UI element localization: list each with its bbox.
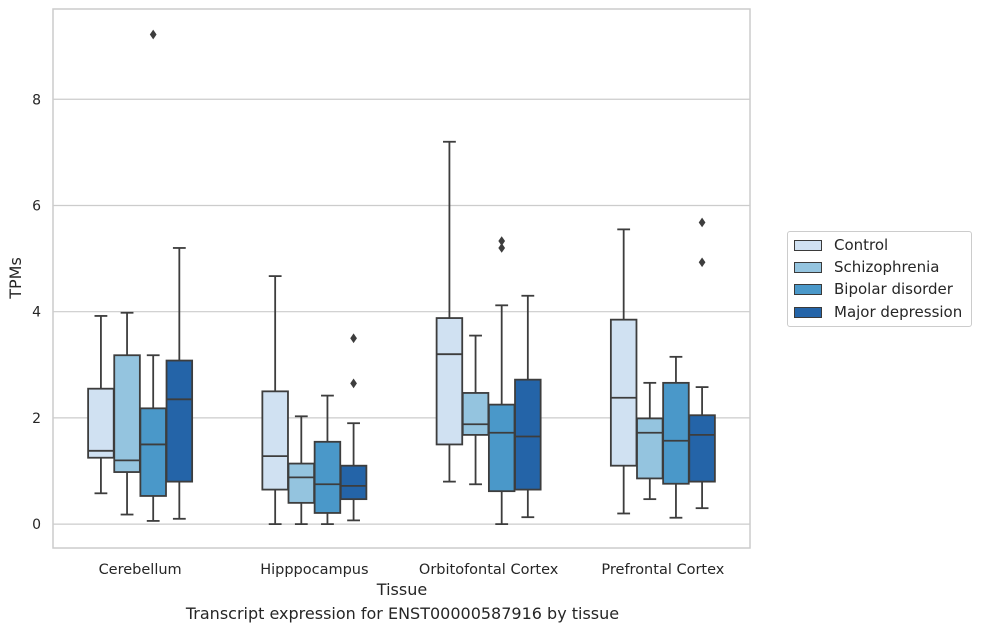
y-tick-label: 0 — [32, 517, 41, 533]
box-outlier — [149, 29, 157, 40]
legend-label-major-depression: Major depression — [834, 303, 963, 321]
legend-label-control: Control — [834, 236, 889, 254]
plot-frame — [52, 8, 751, 549]
box-iqr — [487, 403, 516, 493]
box-iqr — [339, 464, 368, 501]
box-iqr — [609, 318, 638, 467]
legend-swatch-control — [794, 239, 822, 251]
box-iqr — [461, 392, 490, 436]
box-iqr — [688, 414, 716, 483]
box-iqr — [636, 417, 664, 480]
legend-item-bipolar-disorder: Bipolar disorder — [794, 279, 953, 299]
box-outlier — [498, 236, 506, 246]
legend-swatch-major-depression — [794, 306, 822, 318]
x-tick-label: Prefrontal Cortex — [601, 562, 724, 578]
axes: 0 2 4 6 8 Cerebellum Hipppocampus Orbitofontal … — [32, 8, 751, 578]
box-outlier — [350, 378, 357, 389]
box-iqr — [165, 359, 194, 483]
box-plot-series — [87, 29, 716, 526]
box-outlier — [350, 333, 357, 344]
y-tick-label: 6 — [32, 198, 41, 214]
box-outlier — [698, 257, 706, 268]
box-iqr — [87, 387, 115, 459]
box-iqr — [514, 378, 542, 491]
x-tick-label: Cerebellum — [99, 562, 182, 578]
y-axis-label: TPMs — [6, 257, 25, 300]
legend-swatch-bipolar-disorder — [794, 283, 822, 295]
legend: Control Schizophrenia Bipolar disorder M… — [787, 231, 972, 327]
y-tick-label: 4 — [32, 305, 41, 321]
legend-item-control: Control — [794, 235, 888, 255]
box-iqr — [139, 407, 167, 497]
box-iqr — [313, 440, 342, 514]
x-axis-label: Tissue — [376, 580, 427, 599]
legend-label-schizophrenia: Schizophrenia — [834, 258, 940, 276]
y-tick-label: 2 — [32, 411, 41, 427]
legend-item-schizophrenia: Schizophrenia — [794, 257, 939, 277]
box-outlier — [698, 217, 706, 228]
box-outlier — [498, 243, 506, 253]
box-iqr — [287, 462, 316, 504]
chart-caption: Transcript expression for ENST0000058791… — [185, 604, 620, 623]
y-tick-label: 8 — [32, 92, 41, 108]
box-iqr — [113, 354, 141, 473]
box-iqr — [261, 390, 289, 491]
legend-swatch-schizophrenia — [794, 261, 822, 273]
x-tick-label: Hipppocampus — [260, 562, 368, 578]
x-tick-label: Orbitofontal Cortex — [419, 562, 559, 578]
legend-item-major-depression: Major depression — [794, 302, 962, 322]
box-iqr — [435, 317, 464, 446]
box-iqr — [662, 381, 690, 485]
legend-label-bipolar-disorder: Bipolar disorder — [834, 280, 953, 298]
